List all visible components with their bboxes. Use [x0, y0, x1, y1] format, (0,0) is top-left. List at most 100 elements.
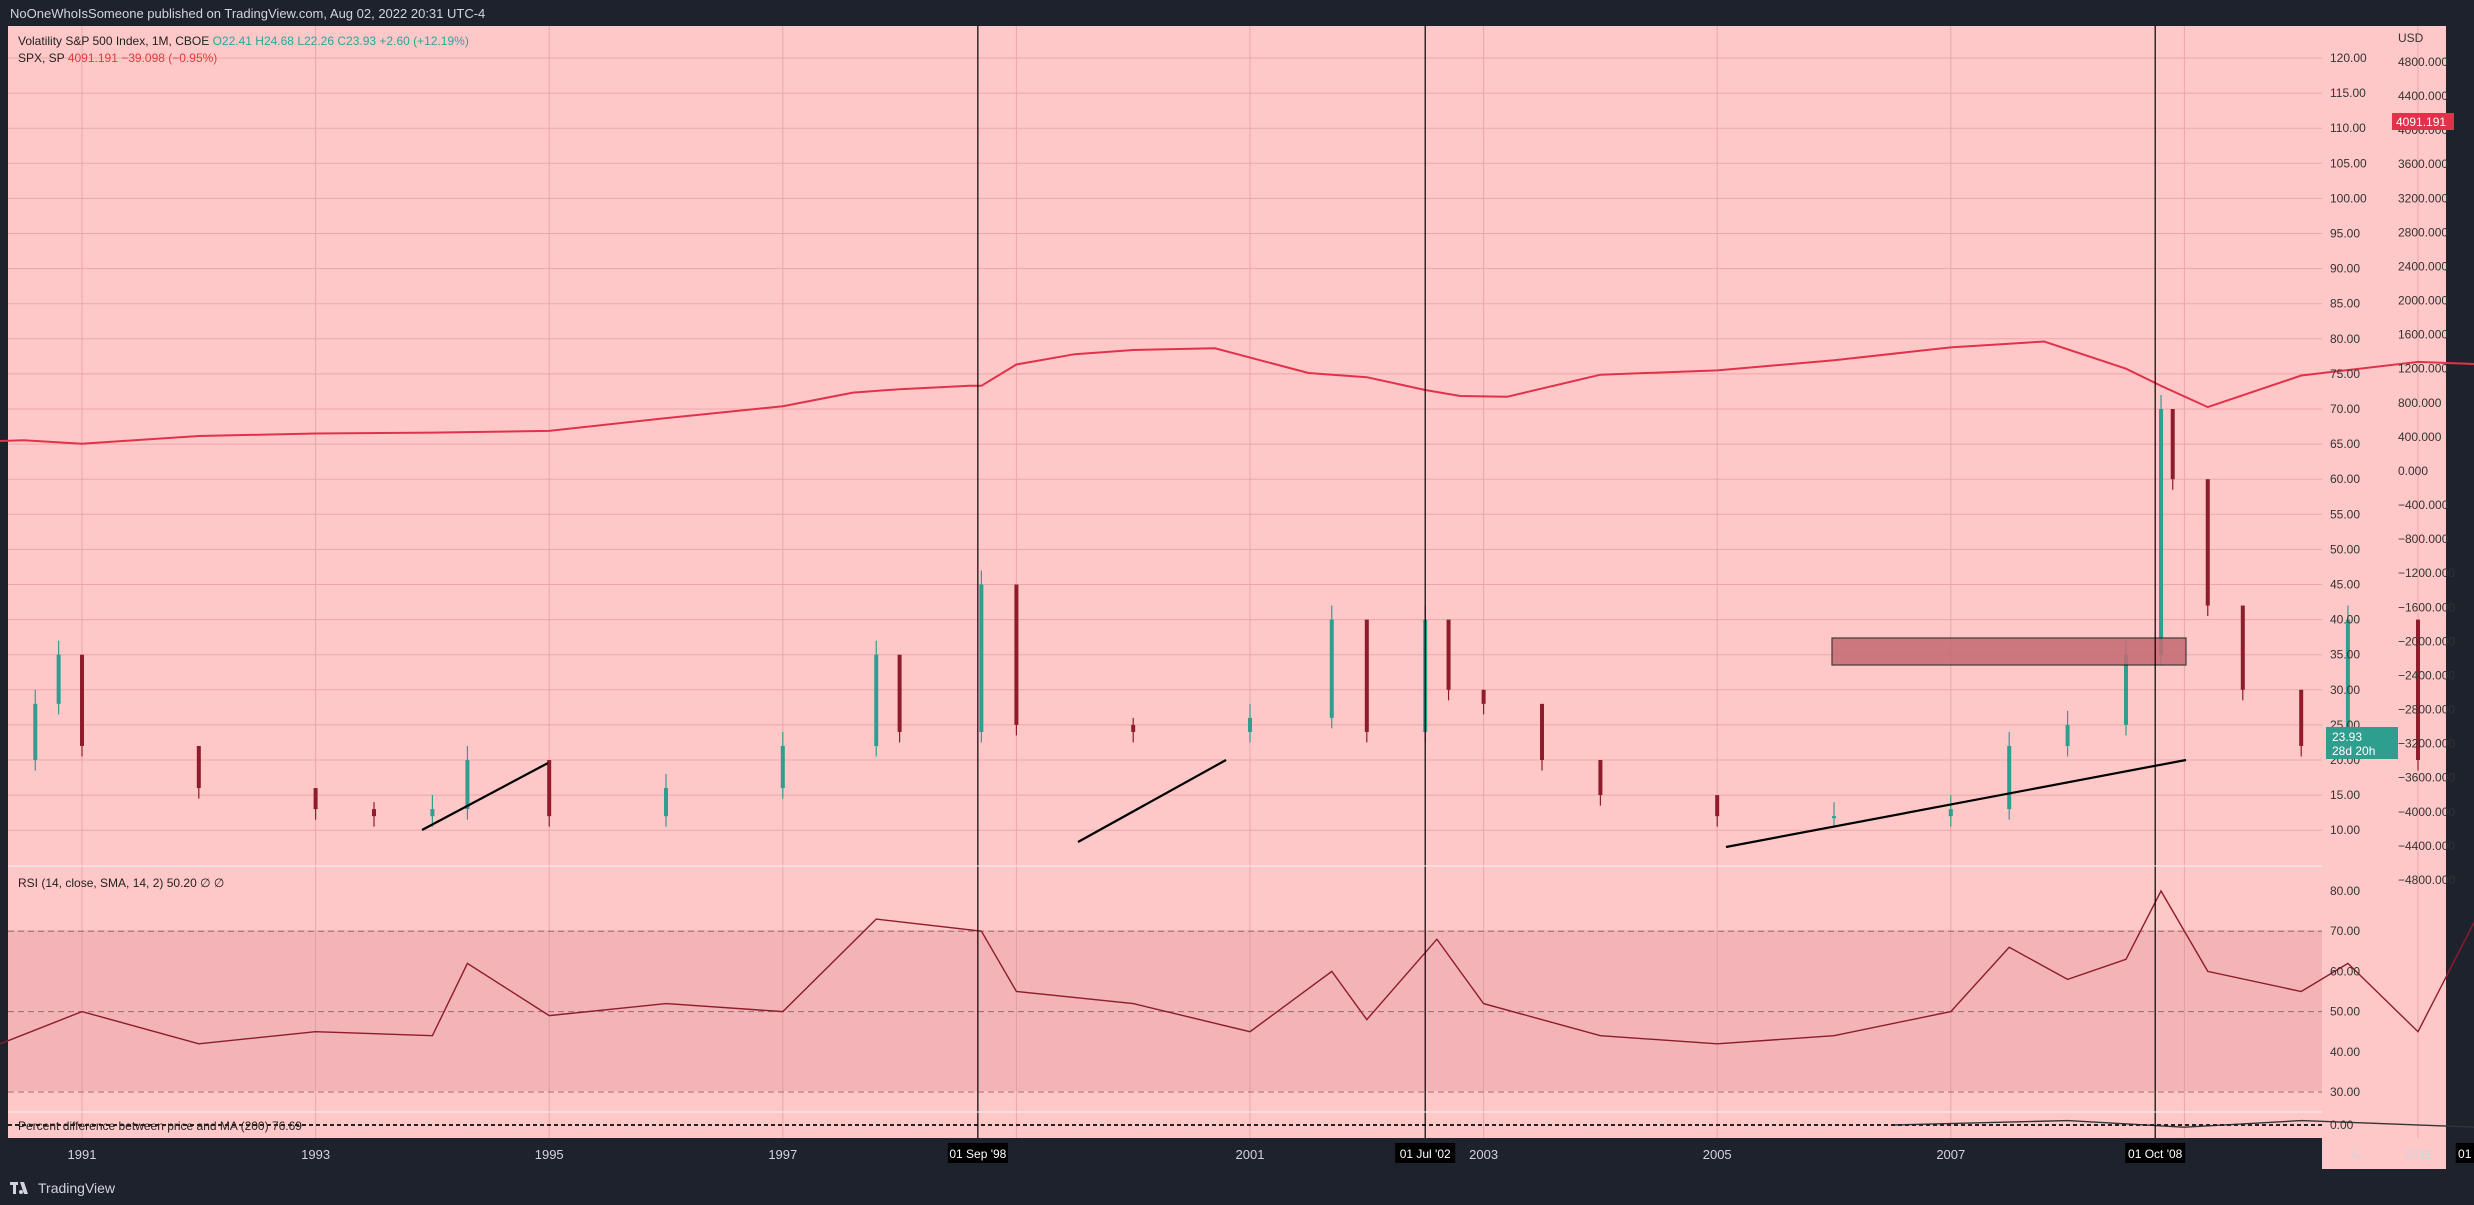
- pct-legend[interactable]: Percent difference between price and MA …: [18, 1119, 302, 1133]
- vix-candle-body: [1248, 717, 1252, 732]
- vix-candle-body: [780, 745, 785, 789]
- vix-axis-label: 40.00: [2330, 613, 2360, 627]
- footer-brand: TradingView: [10, 1180, 115, 1196]
- event-label-box: [2455, 1143, 2474, 1163]
- vix-axis-label: 60.00: [2330, 472, 2360, 486]
- vix-legend[interactable]: Volatility S&P 500 Index, 1M, CBOE O22.4…: [18, 34, 469, 48]
- trendline-2006[interactable]: [1077, 759, 1227, 843]
- vix-legend-low: L22.26: [297, 34, 335, 48]
- vix-candle-body: [2345, 619, 2350, 746]
- corner-button-a[interactable]: A: [2352, 1147, 2361, 1162]
- vix-axis-label: 110.00: [2330, 121, 2366, 135]
- vix-candle-body: [33, 703, 38, 760]
- spx-axis-label: 2400.000: [2398, 259, 2448, 273]
- vix-candle-body: [1948, 809, 1953, 817]
- rsi-line: [0, 889, 2474, 1045]
- vix-axis-label: 55.00: [2330, 507, 2360, 521]
- time-label: 2007: [1936, 1147, 1965, 1162]
- rsi-legend[interactable]: RSI (14, close, SMA, 14, 2) 50.20 ∅ ∅: [18, 876, 224, 890]
- vix-candle-body: [547, 760, 552, 817]
- spx-axis-label: 2000.000: [2398, 294, 2448, 308]
- svg-text:23.93: 23.93: [2332, 730, 2362, 744]
- spx-legend-value: 4091.191: [67, 51, 118, 65]
- vix-axis-label: 115.00: [2330, 86, 2366, 100]
- event-label-box: [2125, 1143, 2186, 1163]
- spx-axis-label: −2400.000: [2398, 668, 2455, 682]
- grid: [8, 26, 2419, 1138]
- spx-axis-label: 4400.000: [2398, 89, 2448, 103]
- event-label-box: [1395, 1143, 1456, 1163]
- spx-legend-change: −39.098 (−0.95%): [121, 51, 218, 65]
- chart-background: [8, 26, 2322, 1169]
- vix-candle-body: [1329, 619, 1334, 718]
- vix-candle-body: [80, 654, 84, 746]
- vix-axis-label: 85.00: [2330, 297, 2360, 311]
- event-label: 01 Jul '02: [1400, 1147, 1451, 1161]
- spx-axis-label: −4800.000: [2398, 873, 2455, 887]
- rsi-axis-label: 70.00: [2330, 924, 2360, 938]
- rsi-axis-label: 40.00: [2330, 1045, 2360, 1059]
- spx-axis-label: 0.000: [2398, 464, 2428, 478]
- spx-axis-label: −800.000: [2398, 532, 2449, 546]
- vix-candles: [33, 394, 2420, 827]
- currency-label: USD: [2398, 31, 2424, 45]
- vix-candle-body: [2124, 654, 2128, 725]
- vix-candle-body: [465, 760, 470, 810]
- spx-axis-label: 1600.000: [2398, 328, 2448, 342]
- spx-axis-label: 2800.000: [2398, 225, 2448, 239]
- spx-axis-label: 3600.000: [2398, 157, 2448, 171]
- vix-legend-close: C23.93: [337, 34, 377, 48]
- rsi-legend-name: RSI (14, close, SMA, 14, 2): [18, 876, 164, 890]
- vix-candle-body: [313, 788, 318, 810]
- time-label: 1997: [768, 1147, 797, 1162]
- trendline-2017[interactable]: [1725, 758, 2187, 849]
- vix-candle-body: [1131, 724, 1136, 732]
- resistance-zone[interactable]: [1831, 637, 2187, 666]
- spx-price-tag: 4091.191: [2392, 113, 2454, 130]
- vix-candle-body: [430, 809, 435, 817]
- rsi-axis-label: 80.00: [2330, 884, 2360, 898]
- svg-text:28d 20h: 28d 20h: [2332, 744, 2375, 758]
- vix-candle-body: [874, 654, 879, 746]
- vix-axis-label: 15.00: [2330, 788, 2360, 802]
- pct-axis-label: 0.00: [2330, 1118, 2354, 1132]
- event-label-box: [947, 1143, 1008, 1163]
- publisher-text: NoOneWhoIsSomeone published on TradingVi…: [10, 6, 486, 21]
- corner-button-b[interactable]: B: [2421, 1147, 2430, 1162]
- vix-axis-label: 100.00: [2330, 191, 2367, 205]
- vix-candle-body: [1715, 795, 1720, 817]
- spx-axis-label: −4000.000: [2398, 805, 2455, 819]
- vix-axis-label: 95.00: [2330, 227, 2360, 241]
- footer-brand-text: TradingView: [38, 1180, 116, 1196]
- spx-legend[interactable]: SPX, SP 4091.191 −39.098 (−0.95%): [18, 51, 217, 65]
- vix-legend-name: Volatility S&P 500 Index, 1M, CBOE: [18, 34, 210, 48]
- vix-axis-label: 65.00: [2330, 437, 2360, 451]
- event-lines: [977, 26, 2156, 1138]
- trendline-1995[interactable]: [421, 762, 549, 831]
- pct-legend-value: 76.69: [271, 1119, 302, 1133]
- vix-axis-label: 120.00: [2330, 51, 2367, 65]
- spx-axis-label: −3600.000: [2398, 771, 2455, 785]
- rsi-legend-value: 50.20: [166, 876, 197, 890]
- vix-candle-body: [664, 788, 668, 817]
- vix-candle-body: [2170, 409, 2175, 480]
- vix-axis-label: 75.00: [2330, 367, 2360, 381]
- spx-axis-label: −2800.000: [2398, 703, 2455, 717]
- vix-axis-label: 45.00: [2330, 578, 2360, 592]
- spx-axis-label: −1600.000: [2398, 600, 2455, 614]
- spx-axis-label: 800.000: [2398, 396, 2442, 410]
- vix-candle-body: [1598, 760, 1603, 796]
- event-label: 01 Oct '08: [2128, 1147, 2183, 1161]
- time-axis-background[interactable]: [8, 1138, 2322, 1169]
- vix-candle-body: [1014, 584, 1019, 725]
- vix-candle-body: [56, 654, 61, 704]
- time-label: 1993: [301, 1147, 330, 1162]
- vix-axis-label: 10.00: [2330, 823, 2360, 837]
- time-axis: 1991199319951997200120032005200720112013…: [68, 1147, 2432, 1162]
- vix-price-tag: 23.93 28d 20h: [2326, 727, 2398, 759]
- spx-line: [0, 340, 2474, 445]
- spx-axis-label: 4800.000: [2398, 55, 2448, 69]
- rsi-axis-label: 50.00: [2330, 1005, 2360, 1019]
- pct-legend-name: Percent difference between price and MA …: [18, 1119, 269, 1133]
